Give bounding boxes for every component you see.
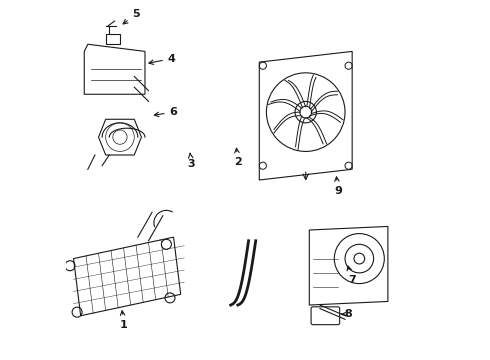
Text: 8: 8: [342, 309, 352, 319]
Text: 5: 5: [123, 9, 140, 24]
Text: 4: 4: [149, 54, 176, 64]
Text: 1: 1: [120, 311, 127, 330]
Text: 9: 9: [334, 177, 342, 196]
Text: 3: 3: [188, 153, 195, 169]
Text: 6: 6: [154, 107, 177, 117]
Text: 7: 7: [347, 266, 356, 285]
Text: 2: 2: [234, 148, 242, 167]
